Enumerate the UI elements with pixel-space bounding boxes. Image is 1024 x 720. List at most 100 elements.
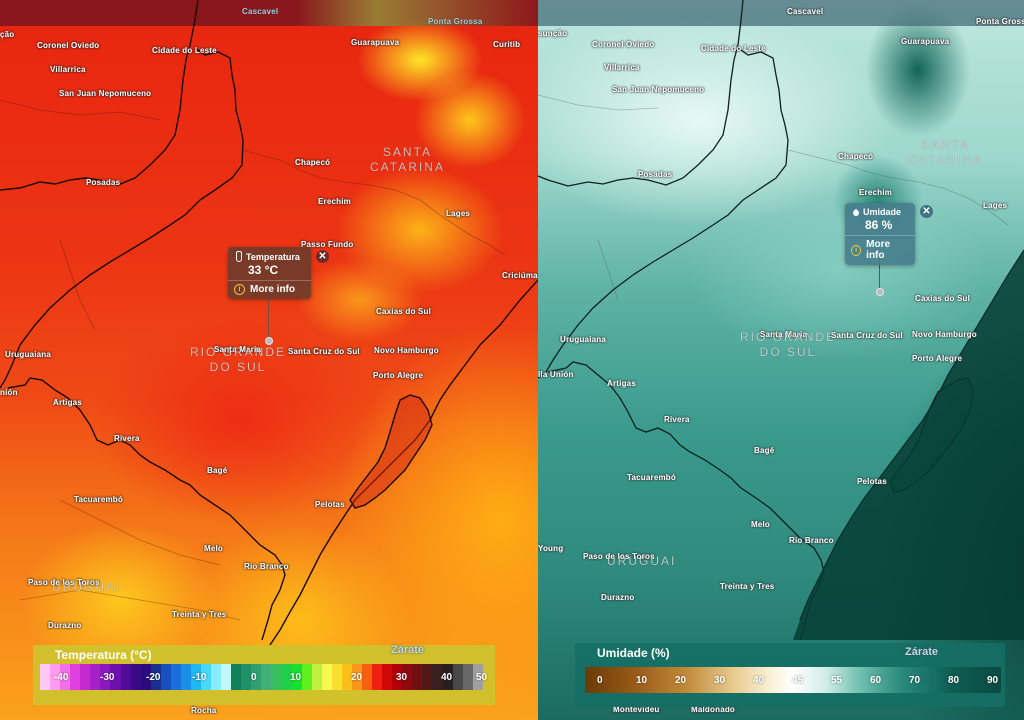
info-icon: i bbox=[851, 244, 862, 256]
city-label: sunção bbox=[538, 29, 568, 38]
city-label: Curitib bbox=[493, 40, 521, 49]
scale-tick-label: 55 bbox=[831, 674, 843, 686]
city-label: Melo bbox=[751, 520, 771, 529]
color-swatch bbox=[291, 664, 302, 690]
city-label: Caxias do Sul bbox=[376, 307, 432, 316]
city-label: Caxias do Sul bbox=[915, 294, 971, 303]
city-label: San Juan Nepomuceno bbox=[59, 89, 152, 98]
scale-tick-label: -20 bbox=[146, 671, 161, 683]
popup-value: 33 °C bbox=[248, 263, 279, 277]
scale-tick-label: 70 bbox=[909, 674, 921, 686]
scale-tick-label: -10 bbox=[192, 671, 207, 683]
city-label: Cascavel bbox=[787, 7, 824, 16]
color-swatch bbox=[130, 664, 141, 690]
temperature-popup: Temperatura 33 °C i More info bbox=[228, 247, 311, 299]
city-label: Artigas bbox=[53, 398, 82, 407]
color-swatch bbox=[341, 664, 352, 690]
color-swatch bbox=[110, 664, 121, 690]
city-label: Villarrica bbox=[50, 65, 86, 74]
popup-stem bbox=[879, 252, 880, 290]
color-swatch bbox=[392, 664, 403, 690]
color-swatch bbox=[80, 664, 91, 690]
city-label: Chapecó bbox=[295, 158, 331, 167]
color-swatch bbox=[402, 664, 413, 690]
city-label: Ponta Grossa bbox=[428, 17, 483, 26]
color-swatch bbox=[60, 664, 71, 690]
city-label: Rio Branco bbox=[789, 536, 834, 545]
city-label: Novo Hamburgo bbox=[374, 346, 439, 355]
color-swatch bbox=[362, 664, 373, 690]
temperature-color-scale bbox=[40, 664, 483, 690]
color-swatch bbox=[372, 664, 383, 690]
color-swatch bbox=[462, 664, 473, 690]
city-label: nión bbox=[0, 388, 18, 397]
more-info-link[interactable]: i More info bbox=[228, 281, 311, 299]
legend-title: Umidade (%) bbox=[597, 646, 670, 660]
scale-tick-label: 20 bbox=[675, 674, 687, 686]
city-label: Artigas bbox=[607, 379, 636, 388]
border-lines bbox=[0, 0, 538, 646]
popup-close-button[interactable]: ✕ bbox=[316, 250, 329, 263]
temperature-heatmap[interactable] bbox=[0, 0, 538, 720]
color-swatch bbox=[170, 664, 181, 690]
color-swatch bbox=[412, 664, 423, 690]
popup-label: Temperatura bbox=[246, 251, 300, 262]
city-label: Santa Maria bbox=[214, 345, 262, 354]
color-swatch bbox=[382, 664, 393, 690]
temperature-map-panel[interactable]: Cascavel Ponta Grossa ção Coronel Oviedo Cid… bbox=[0, 0, 538, 720]
city-label: Treinta y Tres bbox=[172, 610, 227, 619]
color-swatch bbox=[190, 664, 201, 690]
city-label: Guarapuava bbox=[901, 37, 950, 46]
color-swatch bbox=[311, 664, 322, 690]
city-label: Coronel Oviedo bbox=[37, 41, 100, 50]
scale-tick-label: 80 bbox=[948, 674, 960, 686]
location-pin[interactable] bbox=[876, 288, 884, 296]
city-label: Durazno bbox=[601, 593, 635, 602]
legend-place-label: Zárate bbox=[905, 646, 939, 658]
city-label: Tacuarembó bbox=[627, 473, 676, 482]
city-label: Bagé bbox=[207, 466, 228, 475]
more-info-label: More info bbox=[250, 284, 295, 295]
color-swatch bbox=[281, 664, 292, 690]
city-label: Guarapuava bbox=[351, 38, 400, 47]
city-label: Rio Branco bbox=[244, 562, 289, 571]
city-label: Melo bbox=[204, 544, 224, 553]
city-label: Rocha bbox=[191, 706, 217, 715]
color-swatch bbox=[70, 664, 81, 690]
scale-tick-label: 90 bbox=[987, 674, 999, 686]
scale-tick-label: 10 bbox=[636, 674, 648, 686]
color-swatch bbox=[271, 664, 282, 690]
region-label: SANTA CATARINA bbox=[908, 138, 983, 167]
location-pin[interactable] bbox=[265, 337, 273, 345]
region-label: URUGUAI bbox=[52, 580, 122, 594]
color-swatch bbox=[351, 664, 362, 690]
color-swatch bbox=[321, 664, 332, 690]
legend-place-label: Zárate bbox=[391, 644, 425, 656]
popup-close-button[interactable]: ✕ bbox=[920, 205, 933, 218]
color-swatch bbox=[140, 664, 151, 690]
city-label: Treinta y Tres bbox=[720, 582, 775, 591]
city-label: Montevideu bbox=[613, 705, 660, 714]
color-swatch bbox=[211, 664, 222, 690]
more-info-link[interactable]: i More info bbox=[845, 236, 915, 265]
city-label: Pelotas bbox=[857, 477, 887, 486]
color-swatch bbox=[241, 664, 252, 690]
humidity-map-panel[interactable]: Cascavel Ponta Gross sunção Coronel Oviedo C… bbox=[538, 0, 1024, 720]
scale-tick-label: 40 bbox=[441, 671, 453, 683]
color-swatch bbox=[50, 664, 61, 690]
region-label: RIO GRANDE DO SUL bbox=[190, 345, 287, 374]
city-label: Santa Cruz do Sul bbox=[831, 331, 903, 340]
color-swatch bbox=[301, 664, 312, 690]
region-label: URUGUAI bbox=[607, 554, 677, 568]
popup-divider bbox=[228, 280, 311, 281]
city-label: San Juan Nepomuceno bbox=[612, 85, 705, 94]
city-label: Tacuarembó bbox=[74, 495, 123, 504]
color-swatch bbox=[231, 664, 242, 690]
humidity-color-scale bbox=[585, 667, 1001, 693]
city-label: Cidade do Leste bbox=[701, 44, 766, 53]
scale-tick-label: 45 bbox=[792, 674, 804, 686]
color-swatch bbox=[160, 664, 171, 690]
scale-tick-label: 40 bbox=[753, 674, 765, 686]
city-label: Maldonado bbox=[691, 705, 736, 714]
color-swatch bbox=[442, 664, 453, 690]
